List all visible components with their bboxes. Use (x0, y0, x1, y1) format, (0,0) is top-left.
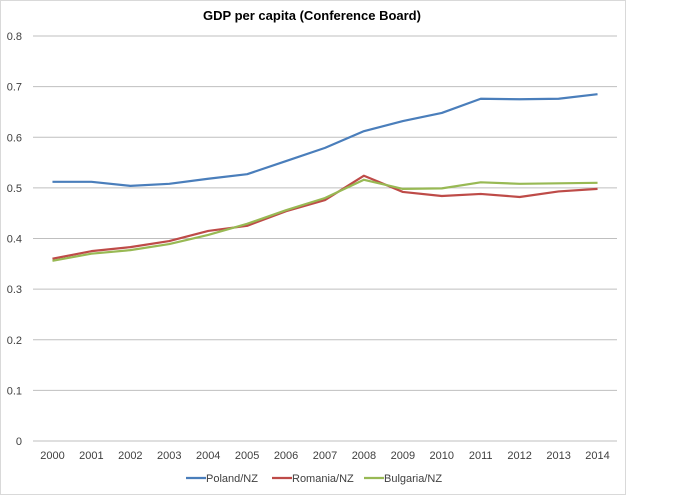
x-tick-label: 2011 (469, 450, 493, 462)
y-tick-label: 0.1 (7, 385, 22, 397)
x-tick-label: 2004 (196, 450, 220, 462)
x-tick-label: 2002 (118, 450, 142, 462)
chart-frame (0, 0, 626, 495)
y-tick-label: 0 (16, 436, 22, 448)
chart-title: GDP per capita (Conference Board) (203, 8, 421, 23)
y-tick-label: 0.4 (7, 234, 22, 246)
series-line-poland-nz (52, 93, 598, 187)
y-tick-label: 0.8 (7, 31, 22, 43)
y-tick-label: 0.7 (7, 82, 22, 94)
y-tick-label: 0.6 (7, 132, 22, 144)
x-tick-label: 2005 (235, 450, 259, 462)
x-tick-label: 2010 (430, 450, 454, 462)
legend-label: Romania/NZ (292, 473, 354, 485)
legend-label: Poland/NZ (206, 473, 258, 485)
x-tick-label: 2003 (157, 450, 181, 462)
series-line-romania-nz (52, 174, 598, 260)
x-tick-label: 2014 (585, 450, 609, 462)
x-tick-label: 2012 (507, 450, 531, 462)
x-tick-label: 2001 (79, 450, 103, 462)
series-line-bulgaria-nz (52, 178, 598, 262)
x-tick-label: 2006 (274, 450, 298, 462)
x-tick-label: 2008 (352, 450, 376, 462)
y-tick-label: 0.2 (7, 335, 22, 347)
x-tick-label: 2013 (546, 450, 570, 462)
x-tick-label: 2009 (391, 450, 415, 462)
legend-label: Bulgaria/NZ (384, 473, 442, 485)
y-tick-label: 0.5 (7, 183, 22, 195)
x-tick-label: 2000 (40, 450, 64, 462)
y-tick-label: 0.3 (7, 284, 22, 296)
x-tick-label: 2007 (313, 450, 337, 462)
